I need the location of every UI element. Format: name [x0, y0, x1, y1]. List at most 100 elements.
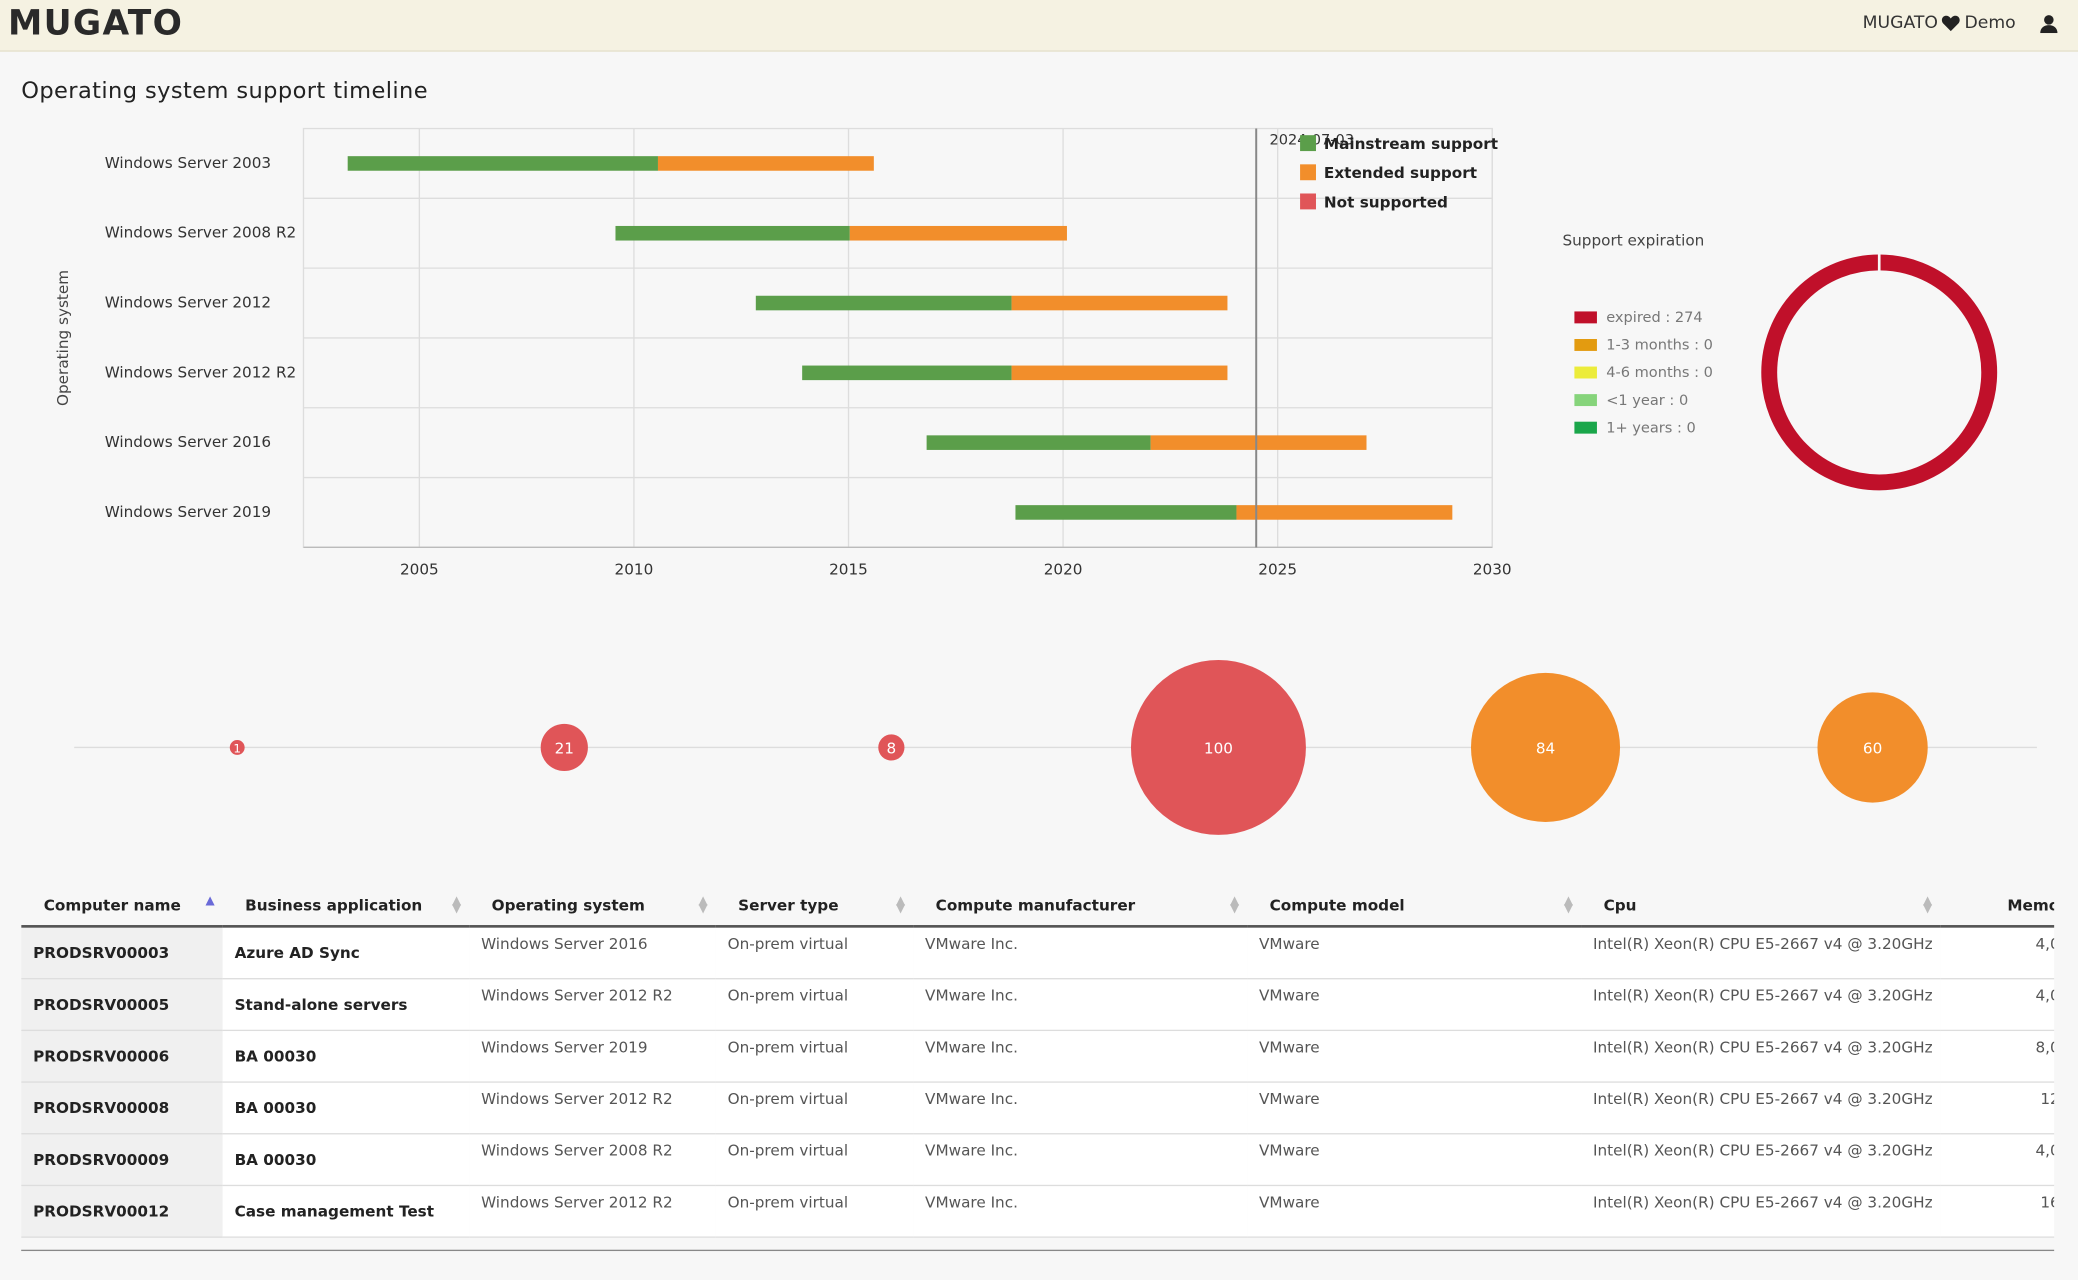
cell-text: PRODSRV00005 [33, 995, 170, 1014]
cell-text: On-prem virtual [727, 1192, 849, 1212]
legend-swatch [1300, 135, 1316, 152]
cell-text: VMware [1258, 1089, 1320, 1108]
cell-text: Windows Server 2008 R2 [481, 1141, 673, 1160]
table-cell: Windows Server 2012 R2 [469, 1082, 716, 1135]
table-cell: On-prem virtual [715, 926, 914, 980]
range-bar [1236, 505, 1453, 520]
table-cell: Intel(R) Xeon(R) CPU E5-2667 v4 @ 3.20GH… [1581, 1030, 1941, 1083]
legend-label: <1 year : 0 [1606, 392, 1688, 409]
cell-text: Intel(R) Xeon(R) CPU E5-2667 v4 @ 3.20GH… [1592, 1037, 1933, 1057]
cell-text: 4,0GB [2035, 1141, 2054, 1160]
legend-swatch [1300, 193, 1316, 210]
table-cell: VMware [1247, 926, 1582, 980]
cell-text: VMware Inc. [925, 1089, 1018, 1108]
legend-label: expired : 274 [1606, 309, 1702, 326]
cell-text: VMware [1258, 934, 1320, 953]
cell-text: Intel(R) Xeon(R) CPU E5-2667 v4 @ 3.20GH… [1592, 1192, 1933, 1212]
user-icon[interactable] [2038, 14, 2059, 33]
heart-icon [1942, 15, 1961, 32]
table-row: PRODSRV00003 Azure AD Sync Windows Server … [21, 926, 2055, 980]
column-header[interactable]: Server type ▲ ▼ [715, 885, 914, 928]
bubble-label: 21 [555, 739, 574, 757]
legend-swatch [1574, 421, 1597, 434]
donut-gap [1877, 253, 1881, 272]
table-cell: 4,0GB [1940, 978, 2055, 1032]
table-cell: VMware Inc. [913, 1133, 1248, 1187]
table-cell: Intel(R) Xeon(R) CPU E5-2667 v4 @ 3.20GH… [1581, 1082, 1941, 1135]
cell-text: VMware [1258, 1141, 1320, 1160]
table-cell: VMware [1247, 1082, 1582, 1135]
x-tick-label: 2015 [829, 560, 868, 578]
legend-label: Extended support [1324, 164, 1477, 182]
cell-text: VMware Inc. [925, 1192, 1018, 1212]
user-menu[interactable]: MUGATO Demo [1863, 13, 2060, 33]
legend-swatch [1574, 366, 1597, 379]
cell-text: On-prem virtual [727, 1037, 849, 1057]
table-cell: Intel(R) Xeon(R) CPU E5-2667 v4 @ 3.20GH… [1581, 978, 1941, 1032]
column-title: Memory [2007, 895, 2054, 915]
column-header[interactable]: Compute manufacturer ▲ ▼ [913, 885, 1248, 928]
column-title: Compute manufacturer [935, 895, 1136, 915]
table-cell: Azure AD Sync [222, 926, 470, 980]
x-tick-label: 2025 [1258, 560, 1297, 578]
column-header[interactable]: Computer name ▲ [21, 885, 223, 928]
table-cell: 8,0GB [1940, 1030, 2055, 1083]
page-title: Operating system support timeline [21, 78, 428, 105]
legend-swatch [1574, 339, 1597, 351]
cell-text: Windows Server 2016 [481, 934, 648, 953]
table-cell: 4,0GB [1940, 1133, 2055, 1187]
cell-text: 4,0GB [2035, 985, 2054, 1005]
table-cell: Intel(R) Xeon(R) CPU E5-2667 v4 @ 3.20GH… [1581, 926, 1941, 980]
table-cell: VMware Inc. [913, 1082, 1248, 1135]
sort-icon: ▲ ▼ [1563, 894, 1574, 916]
column-header[interactable]: Cpu ▲ ▼ [1581, 885, 1941, 928]
column-title: Cpu [1603, 895, 1637, 915]
cell-text: Case management Test [234, 1202, 435, 1221]
brand: MUGATO [1862, 13, 1939, 34]
cell-text: Windows Server 2012 R2 [481, 1089, 673, 1108]
column-header[interactable]: Operating system ▲ ▼ [469, 885, 716, 928]
bubble-label: 8 [887, 739, 897, 757]
logo[interactable]: MUGATO [7, 3, 184, 44]
x-tick-label: 2010 [615, 560, 654, 578]
column-header[interactable]: Business application ▲ ▼ [222, 885, 470, 928]
column-title: Compute model [1269, 895, 1405, 915]
table-row: PRODSRV00008 BA 00030 Windows Server 2012 … [21, 1082, 2055, 1135]
column-title: Operating system [491, 895, 645, 915]
table-cell: BA 00030 [222, 1030, 470, 1083]
sort-icon: ▲ ▼ [698, 894, 708, 916]
table-cell: VMware Inc. [913, 926, 1248, 980]
cell-text: Windows Server 2012 R2 [481, 1192, 673, 1212]
bubble [1470, 672, 1621, 822]
sort-icon: ▲ ▼ [1229, 894, 1240, 916]
table-cell: 16GB [1940, 1185, 2055, 1238]
cell-text: Intel(R) Xeon(R) CPU E5-2667 v4 @ 3.20GH… [1592, 934, 1933, 953]
cell-text: PRODSRV00006 [33, 1046, 170, 1066]
y-tick-label: Windows Server 2012 [105, 294, 271, 312]
sort-icon: ▲ ▼ [1923, 894, 1933, 916]
bubble [229, 740, 245, 755]
cell-text: VMware Inc. [925, 1141, 1018, 1160]
column-header[interactable]: Memory▲▼ [1940, 885, 2055, 928]
cell-text: On-prem virtual [727, 985, 849, 1005]
cell-text: Azure AD Sync [234, 943, 360, 963]
table-cell: On-prem virtual [715, 1133, 914, 1187]
legend-label: Mainstream support [1324, 135, 1498, 153]
bubble [1130, 659, 1306, 835]
table-cell: PRODSRV00008 [21, 1082, 223, 1135]
table-row: PRODSRV00005 Stand-alone servers Windows S… [21, 978, 2055, 1032]
column-title: Server type [738, 895, 839, 915]
column-header[interactable]: Compute model ▲ ▼ [1247, 885, 1582, 928]
table-cell: BA 00030 [222, 1082, 470, 1135]
y-tick-label: Windows Server 2012 R2 [105, 363, 297, 381]
table-cell: PRODSRV00009 [21, 1133, 223, 1187]
table-row: PRODSRV00012 Case management Test Windows … [21, 1185, 2055, 1238]
cell-text: 12GB [2040, 1089, 2054, 1108]
bubble [878, 734, 905, 761]
cell-text: On-prem virtual [727, 1141, 849, 1160]
table-container: Computer name ▲ Business application ▲ ▼ Oper… [21, 885, 2055, 1252]
bubble-label: 100 [1204, 739, 1233, 757]
table-cell: PRODSRV00003 [21, 926, 223, 980]
